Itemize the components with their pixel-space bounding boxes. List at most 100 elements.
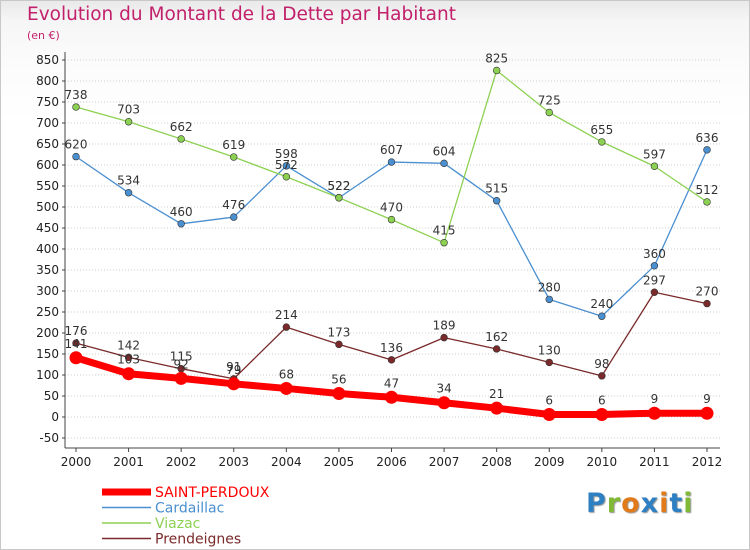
x-tick-label: 2004 — [271, 455, 302, 469]
x-tick-label: 2001 — [113, 455, 144, 469]
data-point — [177, 135, 185, 143]
data-label: 662 — [170, 120, 193, 134]
data-point — [545, 358, 553, 367]
legend-label: Cardaillac — [155, 501, 224, 517]
data-point — [335, 194, 343, 202]
data-point — [385, 390, 398, 404]
data-point — [542, 407, 556, 421]
data-label: 115 — [170, 350, 193, 364]
data-point — [387, 158, 396, 166]
data-label: 47 — [384, 376, 399, 390]
data-point — [230, 153, 238, 161]
data-point — [440, 333, 448, 342]
data-point — [440, 159, 448, 168]
data-point — [490, 401, 504, 415]
data-label: 34 — [436, 382, 451, 396]
x-tick-label: 2011 — [639, 455, 670, 469]
data-point — [703, 198, 711, 206]
x-tick-label: 2005 — [324, 455, 355, 469]
logo-letter: t — [669, 488, 684, 519]
data-label: 240 — [590, 297, 613, 311]
y-tick-label: 350 — [36, 263, 59, 277]
logo-letter: r — [606, 488, 622, 519]
data-point — [700, 406, 714, 420]
data-point — [227, 377, 241, 391]
y-tick-label: 100 — [36, 368, 59, 382]
data-label: 297 — [643, 273, 666, 287]
data-label: 270 — [696, 285, 719, 299]
data-label: 636 — [696, 131, 719, 145]
data-label: 68 — [279, 367, 294, 381]
data-label: 522 — [327, 179, 350, 193]
data-point — [703, 146, 711, 154]
y-tick-label: -50 — [39, 431, 59, 445]
logo-letter: i — [683, 488, 694, 519]
data-point — [69, 351, 83, 365]
data-label: 21 — [489, 387, 504, 401]
y-tick-label: 250 — [36, 305, 59, 319]
legend-label: SAINT-PERDOUX — [155, 485, 270, 501]
data-label: 176 — [65, 324, 88, 338]
data-label: 6 — [545, 393, 553, 407]
logo-letter: o — [621, 488, 641, 519]
data-point — [174, 371, 188, 385]
y-tick-label: 850 — [36, 53, 59, 67]
y-tick-label: 700 — [36, 116, 59, 130]
data-label: 92 — [174, 357, 189, 371]
data-label: 360 — [643, 247, 666, 261]
data-point — [545, 108, 553, 117]
data-label: 655 — [590, 123, 613, 137]
data-point — [282, 173, 291, 181]
y-tick-label: 450 — [36, 221, 59, 235]
data-point — [598, 312, 606, 320]
data-point — [282, 162, 291, 170]
y-tick-label: 400 — [36, 242, 59, 256]
legend-label: Prendeignes — [155, 532, 241, 548]
y-tick-label: 300 — [36, 284, 59, 298]
data-label: 572 — [275, 158, 298, 172]
data-label: 91 — [226, 360, 241, 374]
x-tick-label: 2007 — [429, 455, 460, 469]
data-point — [492, 197, 501, 205]
data-label: 56 — [331, 372, 346, 386]
data-label: 141 — [65, 337, 88, 351]
data-label: 173 — [327, 325, 350, 339]
data-label: 79 — [226, 363, 241, 377]
data-points — [69, 66, 714, 421]
y-tick-label: 750 — [36, 95, 59, 109]
data-label: 460 — [170, 205, 193, 219]
chart-subtitle: (en €) — [27, 29, 60, 42]
data-point — [72, 339, 80, 347]
data-point — [387, 356, 396, 364]
axes: -50 0 50 100 150 200 250 300 350 400 450 500 550 600 6… — [36, 52, 722, 469]
data-label: 6 — [598, 393, 606, 407]
y-tick-label: 800 — [36, 74, 59, 88]
data-label: 598 — [275, 147, 298, 161]
x-tick-label: 2009 — [534, 455, 565, 469]
data-point — [72, 103, 80, 111]
x-tick-label: 2008 — [481, 455, 512, 469]
data-label: 619 — [222, 138, 245, 152]
data-point — [335, 340, 343, 349]
data-label: 522 — [327, 179, 350, 193]
data-label: 738 — [65, 88, 88, 102]
y-tick-label: 500 — [36, 200, 59, 214]
data-point — [332, 386, 346, 400]
data-point — [703, 299, 711, 308]
data-label: 142 — [117, 338, 140, 352]
x-tick-label: 2006 — [376, 455, 407, 469]
data-label: 130 — [538, 343, 561, 357]
data-label: 703 — [117, 103, 140, 117]
data-point — [440, 239, 448, 247]
data-point — [647, 406, 661, 420]
data-label: 725 — [538, 94, 561, 108]
data-label: 136 — [380, 341, 403, 355]
data-point — [124, 118, 133, 126]
data-label: 604 — [433, 144, 456, 158]
logo-letter: x — [640, 488, 660, 519]
data-point — [650, 162, 659, 170]
data-label: 515 — [485, 182, 508, 196]
